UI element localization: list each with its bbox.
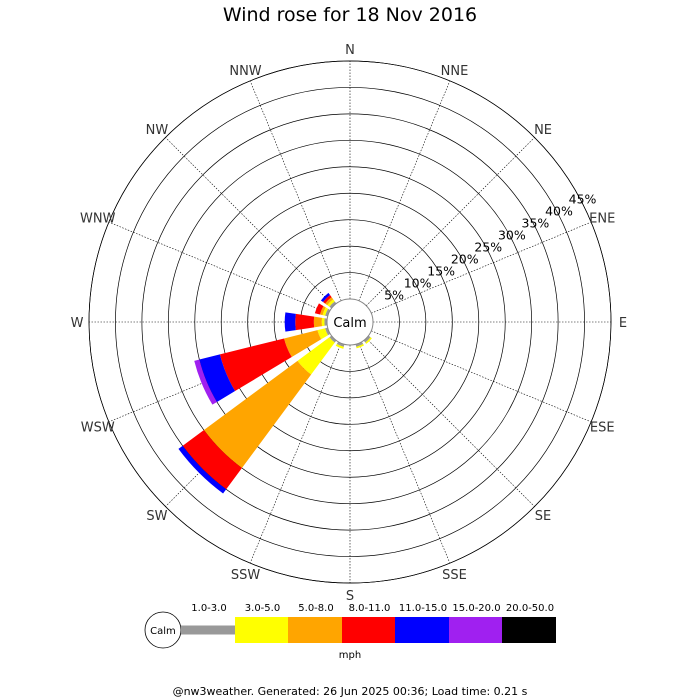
spoke-se <box>366 338 535 507</box>
direction-label-ene: ENE <box>589 212 615 227</box>
legend-swatch-8.0-11.0 <box>342 617 395 643</box>
direction-label-nw: NW <box>146 123 169 138</box>
bar-sw-8.0-11.0 <box>182 430 242 490</box>
spoke-nne <box>358 80 451 301</box>
bar-wnw-1.0-3.0 <box>325 308 331 317</box>
bar-w-3.0-5.0 <box>321 317 325 327</box>
bar-ssw-1.0-3.0 <box>336 341 345 347</box>
bar-wsw-5.0-8.0 <box>284 330 322 357</box>
radial-tick-5pct: 5% <box>384 288 404 303</box>
legend-label-5.0-8.0: 5.0-8.0 <box>298 603 333 614</box>
bar-sw-1.0-3.0 <box>329 335 337 343</box>
direction-label-ssw: SSW <box>231 568 261 583</box>
direction-label-s: S <box>346 589 354 604</box>
calm-center: Calm <box>326 298 374 346</box>
legend-unit-label: mph <box>339 650 361 661</box>
radial-tick-35pct: 35% <box>522 216 550 231</box>
legend-calm-label: Calm <box>150 626 176 637</box>
bar-sse-3.0-5.0 <box>356 343 365 349</box>
direction-label-se: SE <box>535 509 551 524</box>
bar-se-1.0-3.0 <box>363 335 371 343</box>
bar-w-8.0-11.0 <box>295 313 315 331</box>
radial-tick-15pct: 15% <box>427 264 455 279</box>
direction-label-n: N <box>345 43 355 58</box>
bar-wnw-8.0-11.0 <box>314 303 324 315</box>
legend-swatch-3.0-5.0 <box>235 617 288 643</box>
bar-nw-8.0-11.0 <box>323 295 332 304</box>
bar-w-1.0-3.0 <box>324 318 328 326</box>
bar-sw-3.0-5.0 <box>297 337 335 375</box>
spoke-sse <box>358 343 451 564</box>
legend-label-11.0-15.0: 11.0-15.0 <box>399 603 447 614</box>
direction-label-e: E <box>619 316 627 331</box>
bar-wnw-5.0-8.0 <box>319 306 326 316</box>
bar-nw-11.0-15.0 <box>320 292 331 303</box>
bar-sse-1.0-3.0 <box>355 341 364 347</box>
bar-ssw-3.0-5.0 <box>335 343 344 349</box>
legend-swatch-5.0-8.0 <box>288 617 342 643</box>
spoke-wnw <box>108 221 329 314</box>
spoke-ene <box>371 221 592 314</box>
legend-label-20.0-50.0: 20.0-50.0 <box>506 603 554 614</box>
direction-label-wsw: WSW <box>81 420 115 435</box>
direction-label-sw: SW <box>146 509 167 524</box>
legend-label-3.0-5.0: 3.0-5.0 <box>245 603 280 614</box>
grid-ring <box>167 139 533 505</box>
bar-w-11.0-15.0 <box>284 312 296 332</box>
legend-swatch-15.0-20.0 <box>449 617 502 643</box>
radial-tick-20pct: 20% <box>451 252 479 267</box>
legend-swatch-20.0-50.0 <box>502 617 556 643</box>
direction-label-ne: NE <box>534 123 552 138</box>
bar-wsw-1.0-3.0 <box>325 327 331 336</box>
direction-labels: N NNE NE ENE E ESE SE SSE S SSW SW WSW W WNW NW NNW <box>71 43 628 604</box>
radial-tick-25pct: 25% <box>474 240 502 255</box>
chart-title: Wind rose for 18 Nov 2016 <box>222 4 478 26</box>
bar-wsw-8.0-11.0 <box>219 338 292 392</box>
direction-label-sse: SSE <box>442 568 467 583</box>
radial-tick-45pct: 45% <box>569 192 597 207</box>
bar-wsw-11.0-15.0 <box>199 354 236 402</box>
bar-w-5.0-8.0 <box>313 316 323 328</box>
bar-sw-11.0-15.0 <box>178 445 227 494</box>
direction-label-wnw: WNW <box>80 212 116 227</box>
legend-swatch-11.0-15.0 <box>395 617 449 643</box>
calm-circle <box>326 298 374 346</box>
bar-wsw-3.0-5.0 <box>317 328 329 340</box>
bar-se-3.0-5.0 <box>365 337 372 344</box>
spoke-ese <box>371 330 592 423</box>
radial-tick-30pct: 30% <box>498 228 526 243</box>
spoke-ssw <box>249 343 342 564</box>
legend-label-15.0-20.0: 15.0-20.0 <box>452 603 500 614</box>
direction-label-ese: ESE <box>590 420 615 435</box>
radial-tick-40pct: 40% <box>545 204 573 219</box>
direction-label-nne: NNE <box>441 64 469 79</box>
direction-label-w: W <box>71 316 84 331</box>
bar-nw-3.0-5.0 <box>327 299 335 307</box>
grid-ring <box>273 245 427 399</box>
legend-swatch-1.0-3.0 <box>181 625 235 635</box>
legend-label-8.0-11.0: 8.0-11.0 <box>349 603 391 614</box>
grid-ring <box>115 87 585 557</box>
direction-label-nnw: NNW <box>229 64 261 79</box>
spoke-nw <box>165 137 334 306</box>
grid-ring <box>141 113 559 531</box>
bar-sw-5.0-8.0 <box>203 360 312 469</box>
bar-nw-5.0-8.0 <box>325 297 334 306</box>
radial-tick-10pct: 10% <box>404 276 432 291</box>
radial-tick-labels: 5%10%15%20%25%30%35%40%45% <box>384 192 596 303</box>
wind-bars <box>178 292 372 494</box>
bar-wsw-15.0-20.0 <box>194 359 217 405</box>
legend-label-1.0-3.0: 1.0-3.0 <box>191 603 226 614</box>
bar-wnw-3.0-5.0 <box>322 307 329 316</box>
speed-legend: Calm 1.0-3.0 3.0-5.0 5.0-8.0 8.0-11.0 11.0-15… <box>144 603 556 661</box>
bar-nw-1.0-3.0 <box>329 301 337 309</box>
calm-label: Calm <box>333 316 366 331</box>
footer-text: @nw3weather. Generated: 26 Jun 2025 00:3… <box>172 685 528 698</box>
spoke-ne <box>366 137 535 306</box>
spoke-nnw <box>249 80 342 301</box>
